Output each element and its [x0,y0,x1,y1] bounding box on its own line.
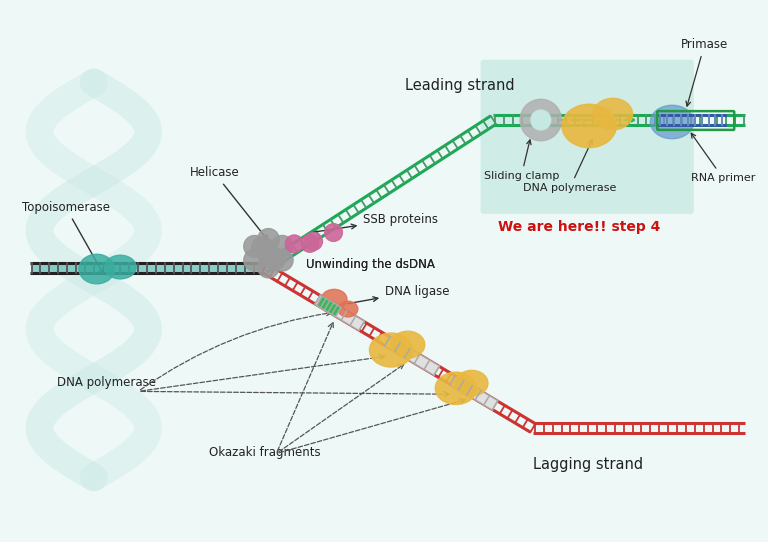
Text: Sliding clamp: Sliding clamp [484,140,559,181]
Polygon shape [450,376,498,410]
Ellipse shape [369,333,413,367]
Circle shape [252,236,273,258]
Polygon shape [315,295,365,331]
Ellipse shape [593,98,633,130]
Ellipse shape [650,105,694,139]
Ellipse shape [455,370,488,396]
Text: SSB proteins: SSB proteins [313,212,439,232]
Text: RNA primer: RNA primer [690,133,755,183]
Text: Unwinding the dsDNA: Unwinding the dsDNA [306,258,435,271]
Ellipse shape [104,255,136,279]
Circle shape [531,110,551,130]
Text: DNA polymerase: DNA polymerase [58,377,156,390]
Text: DNA polymerase: DNA polymerase [523,140,617,193]
Circle shape [257,256,280,278]
Circle shape [520,99,561,141]
Polygon shape [385,337,439,375]
Circle shape [263,248,285,270]
Ellipse shape [435,372,477,404]
FancyBboxPatch shape [481,60,694,214]
Text: Helicase: Helicase [190,166,268,240]
Circle shape [257,242,280,264]
Text: Okazaki fragments: Okazaki fragments [209,446,321,459]
Text: Topoisomerase: Topoisomerase [22,201,110,274]
Circle shape [271,249,293,271]
Ellipse shape [562,104,616,147]
Ellipse shape [391,331,425,358]
Ellipse shape [79,254,114,284]
Text: Primase: Primase [681,38,728,106]
Text: We are here!! step 4: We are here!! step 4 [498,220,660,234]
Circle shape [257,229,280,250]
Circle shape [325,224,343,241]
Circle shape [286,235,303,253]
Circle shape [301,235,319,252]
Circle shape [271,235,293,257]
Text: Lagging strand: Lagging strand [533,457,643,473]
FancyBboxPatch shape [31,264,263,272]
Text: Leading strand: Leading strand [405,79,515,93]
Circle shape [243,235,266,257]
Circle shape [305,233,323,250]
Text: DNA ligase: DNA ligase [348,285,449,304]
Polygon shape [316,296,341,317]
Circle shape [243,249,266,271]
Ellipse shape [321,289,347,309]
Text: Unwinding the dsDNA: Unwinding the dsDNA [306,258,435,271]
Ellipse shape [338,301,358,317]
